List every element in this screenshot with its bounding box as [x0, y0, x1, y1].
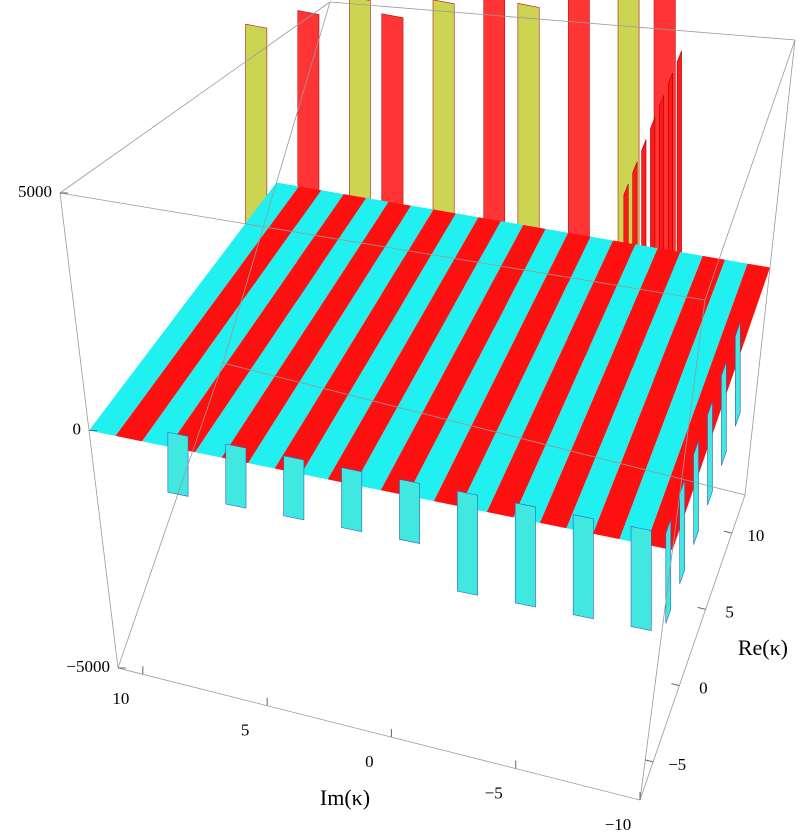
surface-band — [89, 182, 299, 436]
y-tick-label: 0 — [699, 679, 708, 698]
surface-tube — [514, 502, 536, 608]
surface-band — [380, 225, 546, 496]
surface-band — [433, 232, 591, 507]
surface-tube — [167, 431, 189, 497]
z-tick-label: 0 — [73, 419, 82, 438]
surface-band — [327, 217, 501, 485]
box-edge — [639, 299, 706, 801]
surface-band — [195, 197, 389, 458]
z-tick-label: 5000 — [18, 182, 52, 201]
box-edge — [744, 39, 796, 496]
x-tick-label: 5 — [241, 721, 250, 740]
surface-plane — [89, 182, 770, 550]
box-edge — [222, 1, 331, 364]
y-tick — [671, 683, 680, 687]
y-tick — [697, 606, 706, 610]
x-tick-label: −5 — [485, 783, 503, 802]
surface-tube — [693, 440, 699, 545]
x-axis-title: Im(κ) — [320, 785, 370, 810]
surface-tube — [225, 443, 247, 509]
surface-band — [301, 213, 479, 480]
y-tick-label: −5 — [668, 755, 686, 774]
box-edge — [117, 362, 224, 669]
z-tick-label: −5000 — [66, 657, 110, 676]
surface-tube — [341, 467, 363, 533]
surface-front — [167, 322, 741, 631]
surface-band — [168, 194, 367, 453]
box-edge — [59, 1, 331, 194]
surface-band — [115, 186, 322, 442]
x-tick-label: −10 — [605, 815, 632, 834]
surface-tube — [735, 322, 741, 427]
surface-tube — [665, 519, 672, 624]
surface-band — [274, 209, 456, 474]
y-tick-label: 5 — [725, 602, 734, 621]
surface-band — [407, 228, 569, 502]
surface-band — [354, 221, 524, 491]
surface-band — [221, 201, 412, 464]
surface-tube — [399, 478, 421, 544]
surface-tube — [457, 490, 478, 596]
surface-tube — [707, 400, 713, 506]
surface-band — [566, 252, 703, 534]
box-edge — [704, 39, 796, 301]
surface-band — [592, 255, 726, 540]
surface-band — [486, 240, 636, 518]
box-edge — [59, 192, 706, 301]
box-edge — [639, 494, 746, 801]
surface-tube — [572, 514, 594, 620]
x-tick-label: 0 — [365, 752, 374, 771]
surface-tube — [721, 361, 727, 466]
y-tick — [723, 530, 732, 534]
x-tick-label: 10 — [112, 689, 129, 708]
surface-band — [513, 244, 658, 523]
surface-band — [460, 236, 613, 512]
surface-band — [619, 259, 748, 545]
surface-band — [142, 190, 344, 447]
y-axis-title: Re(κ) — [738, 635, 788, 660]
surface-band — [248, 205, 434, 469]
surface-band — [539, 248, 681, 529]
surface-tube — [679, 479, 685, 585]
box-edge — [329, 1, 796, 41]
surface-tube — [630, 526, 652, 631]
box-edge — [117, 667, 641, 801]
box-edge — [222, 362, 746, 496]
y-tick — [645, 759, 654, 763]
surface-tube — [283, 455, 305, 521]
y-tick-label: 10 — [747, 526, 764, 545]
